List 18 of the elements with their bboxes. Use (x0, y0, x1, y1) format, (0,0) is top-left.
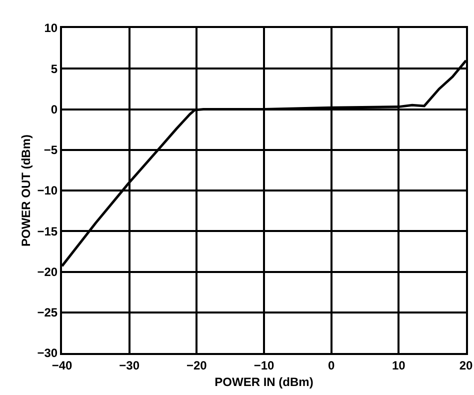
x-tick-label: −30 (119, 358, 140, 372)
y-tick-label: −10 (37, 184, 58, 198)
y-tick-label: 10 (44, 21, 58, 36)
y-tick-label: −15 (37, 224, 58, 238)
y-axis-title: POWER OUT (dBm) (19, 134, 34, 246)
x-tick-label: −10 (254, 358, 274, 372)
y-tick-label: −5 (44, 143, 58, 158)
y-tick-label: −20 (37, 264, 58, 279)
x-tick-label: 0 (328, 358, 335, 372)
x-tick-label: −20 (186, 358, 208, 372)
y-tick-label: −25 (37, 306, 58, 320)
x-tick-label: −40 (52, 358, 72, 372)
y-tick-label: 5 (50, 62, 58, 76)
x-axis-title: POWER IN (dBm) (214, 374, 314, 389)
x-tick-label: 20 (459, 358, 473, 372)
y-tick-label: −30 (37, 346, 58, 360)
x-tick-label: 10 (392, 358, 406, 372)
y-tick-label: 0 (50, 102, 58, 116)
